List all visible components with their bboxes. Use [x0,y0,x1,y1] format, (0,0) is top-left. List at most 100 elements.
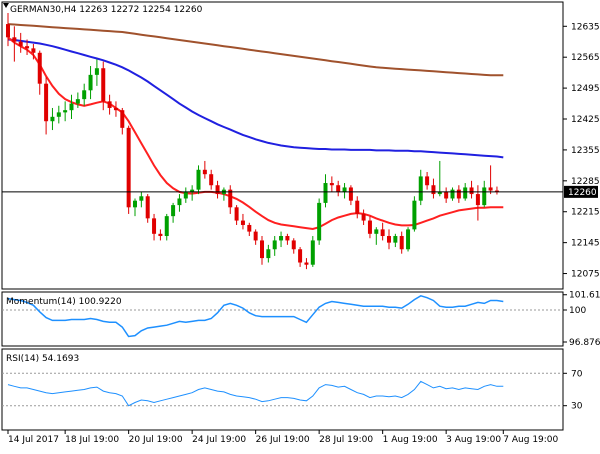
candle-bearish [44,77,49,135]
candle-bullish [418,169,423,206]
candle-bullish [171,202,176,223]
candle-body [228,189,233,208]
candle-body [120,110,125,128]
candle-bullish [412,196,417,232]
candle-body [63,110,68,113]
candle-bearish [18,32,23,53]
rsi-tick-label: 70 [571,369,583,379]
candle-body [113,107,118,111]
price-tick-label: 12145 [571,239,600,249]
candle-body [253,231,258,241]
candle-body [88,74,93,91]
momentum-line [7,294,504,338]
candle-body [234,207,239,221]
chart-symbol-title: GERMAN30,H4 12263 12272 12254 12260 [10,5,203,15]
candle-body [260,240,264,259]
price-tick-label: 12355 [571,146,600,156]
candle-body [177,198,182,206]
candle-body [164,216,169,237]
candle-body [107,101,112,108]
candle-bullish [374,227,379,245]
candle-body [133,200,137,208]
candle-body [31,48,36,53]
candle-body [82,90,87,100]
candle-body [444,191,449,199]
candle-body [387,236,391,243]
time-tick-label: 1 Aug 19:00 [383,435,438,445]
candle-bullish [437,160,442,197]
candle-bullish [266,244,271,263]
bid-price-box [564,185,598,198]
candle-body [431,185,436,195]
candle-bearish [425,171,430,190]
candle-bullish [450,187,455,201]
time-tick-label: 20 Jul 19:00 [129,435,183,445]
candle-body [317,202,322,241]
candle-body [145,196,150,219]
candle-bearish [329,176,334,192]
candle-bullish [393,233,398,248]
candle-bearish [202,160,207,179]
bid-price-label: 12260 [568,188,597,198]
price-tick-label: 12285 [571,177,600,187]
rsi-line [7,380,504,407]
candle-body [374,229,379,234]
candle-bearish [304,258,309,270]
candle-body [139,196,144,201]
candle-body [450,189,455,199]
candle-bearish [469,180,474,199]
candle-bearish [107,94,112,115]
candle-body [475,194,480,206]
candle-bullish [183,187,188,203]
candle-bullish [406,227,411,252]
candle-bearish [6,13,10,47]
candle-body [6,24,10,38]
candle-bearish [380,222,385,241]
momentum-tick-label: 101.61 [569,291,600,301]
symbol-marker-icon [3,3,9,8]
candle-body [202,169,207,175]
rsi-panel-frame [1,348,564,431]
time-tick-label: 18 Jul 19:00 [65,435,119,445]
time-tick-label: 28 Jul 19:00 [319,435,373,445]
candle-body [12,37,17,42]
candle-body [101,68,106,102]
candle-bearish [387,229,391,250]
candle-bearish [120,107,125,135]
candle-bearish [37,50,42,95]
candle-body [56,112,61,117]
time-tick-label: 24 Jul 19:00 [192,435,246,445]
candle-bullish [63,101,68,122]
candle-body [348,187,353,201]
candle-body [50,116,55,122]
candle-body [355,200,360,214]
candle-bearish [247,222,252,237]
price-tick-label: 12215 [571,208,600,218]
candle-bearish [145,194,150,223]
candle-body [412,200,417,230]
candle-body [380,229,385,237]
price-tick-label: 12565 [571,53,600,63]
candle-body [126,127,131,208]
sma-fast-line [7,36,504,231]
rsi-tick-label: 30 [571,402,583,412]
candle-bullish [323,174,328,208]
candle-bearish [152,213,157,241]
candle-body [342,187,347,192]
sma-slow-line [7,23,504,77]
candle-body [482,187,487,206]
candle-body [279,236,284,241]
candle-body [190,189,195,192]
candle-body [399,236,404,250]
candle-bullish [75,92,80,108]
rsi-label: RSI(14) 54.1693 [6,354,79,364]
candle-bullish [310,236,315,267]
candle-body [152,218,157,234]
momentum-tick-label: 100 [569,306,586,316]
price-tick-label: 12425 [571,115,600,125]
candle-body [44,83,49,122]
candle-bearish [444,187,449,203]
candle-body [469,187,474,195]
